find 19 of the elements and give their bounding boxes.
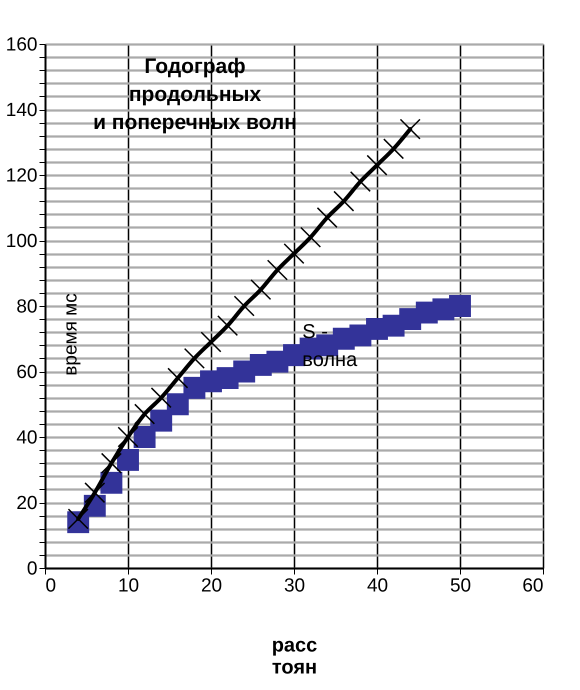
y-tick-label: 0 <box>26 558 38 580</box>
x-tick-label: 50 <box>450 576 472 596</box>
y-tick-label: 160 <box>6 34 38 56</box>
x-tick-label: 40 <box>366 576 388 596</box>
y-tick-label: 100 <box>6 231 38 252</box>
y-tick-label: 120 <box>6 166 38 186</box>
x-tick-label: 0 <box>46 576 56 596</box>
x-tick-label: 10 <box>118 576 140 596</box>
y-tick-label: 80 <box>16 296 38 318</box>
x-tick-label: 20 <box>200 576 222 596</box>
y-tick-label: 20 <box>16 493 38 514</box>
y-axis-title: время мс <box>60 293 82 376</box>
y-tick-label: 40 <box>16 428 38 448</box>
text: Годограф продольных и поперечных волн <box>93 55 297 134</box>
x-tick-label: 30 <box>284 576 306 596</box>
y-tick-label: 60 <box>16 362 38 383</box>
x-axis-title: расс тоян <box>272 634 318 678</box>
y-tick-label: 140 <box>6 100 38 121</box>
x-tick-label: 60 <box>522 576 544 596</box>
